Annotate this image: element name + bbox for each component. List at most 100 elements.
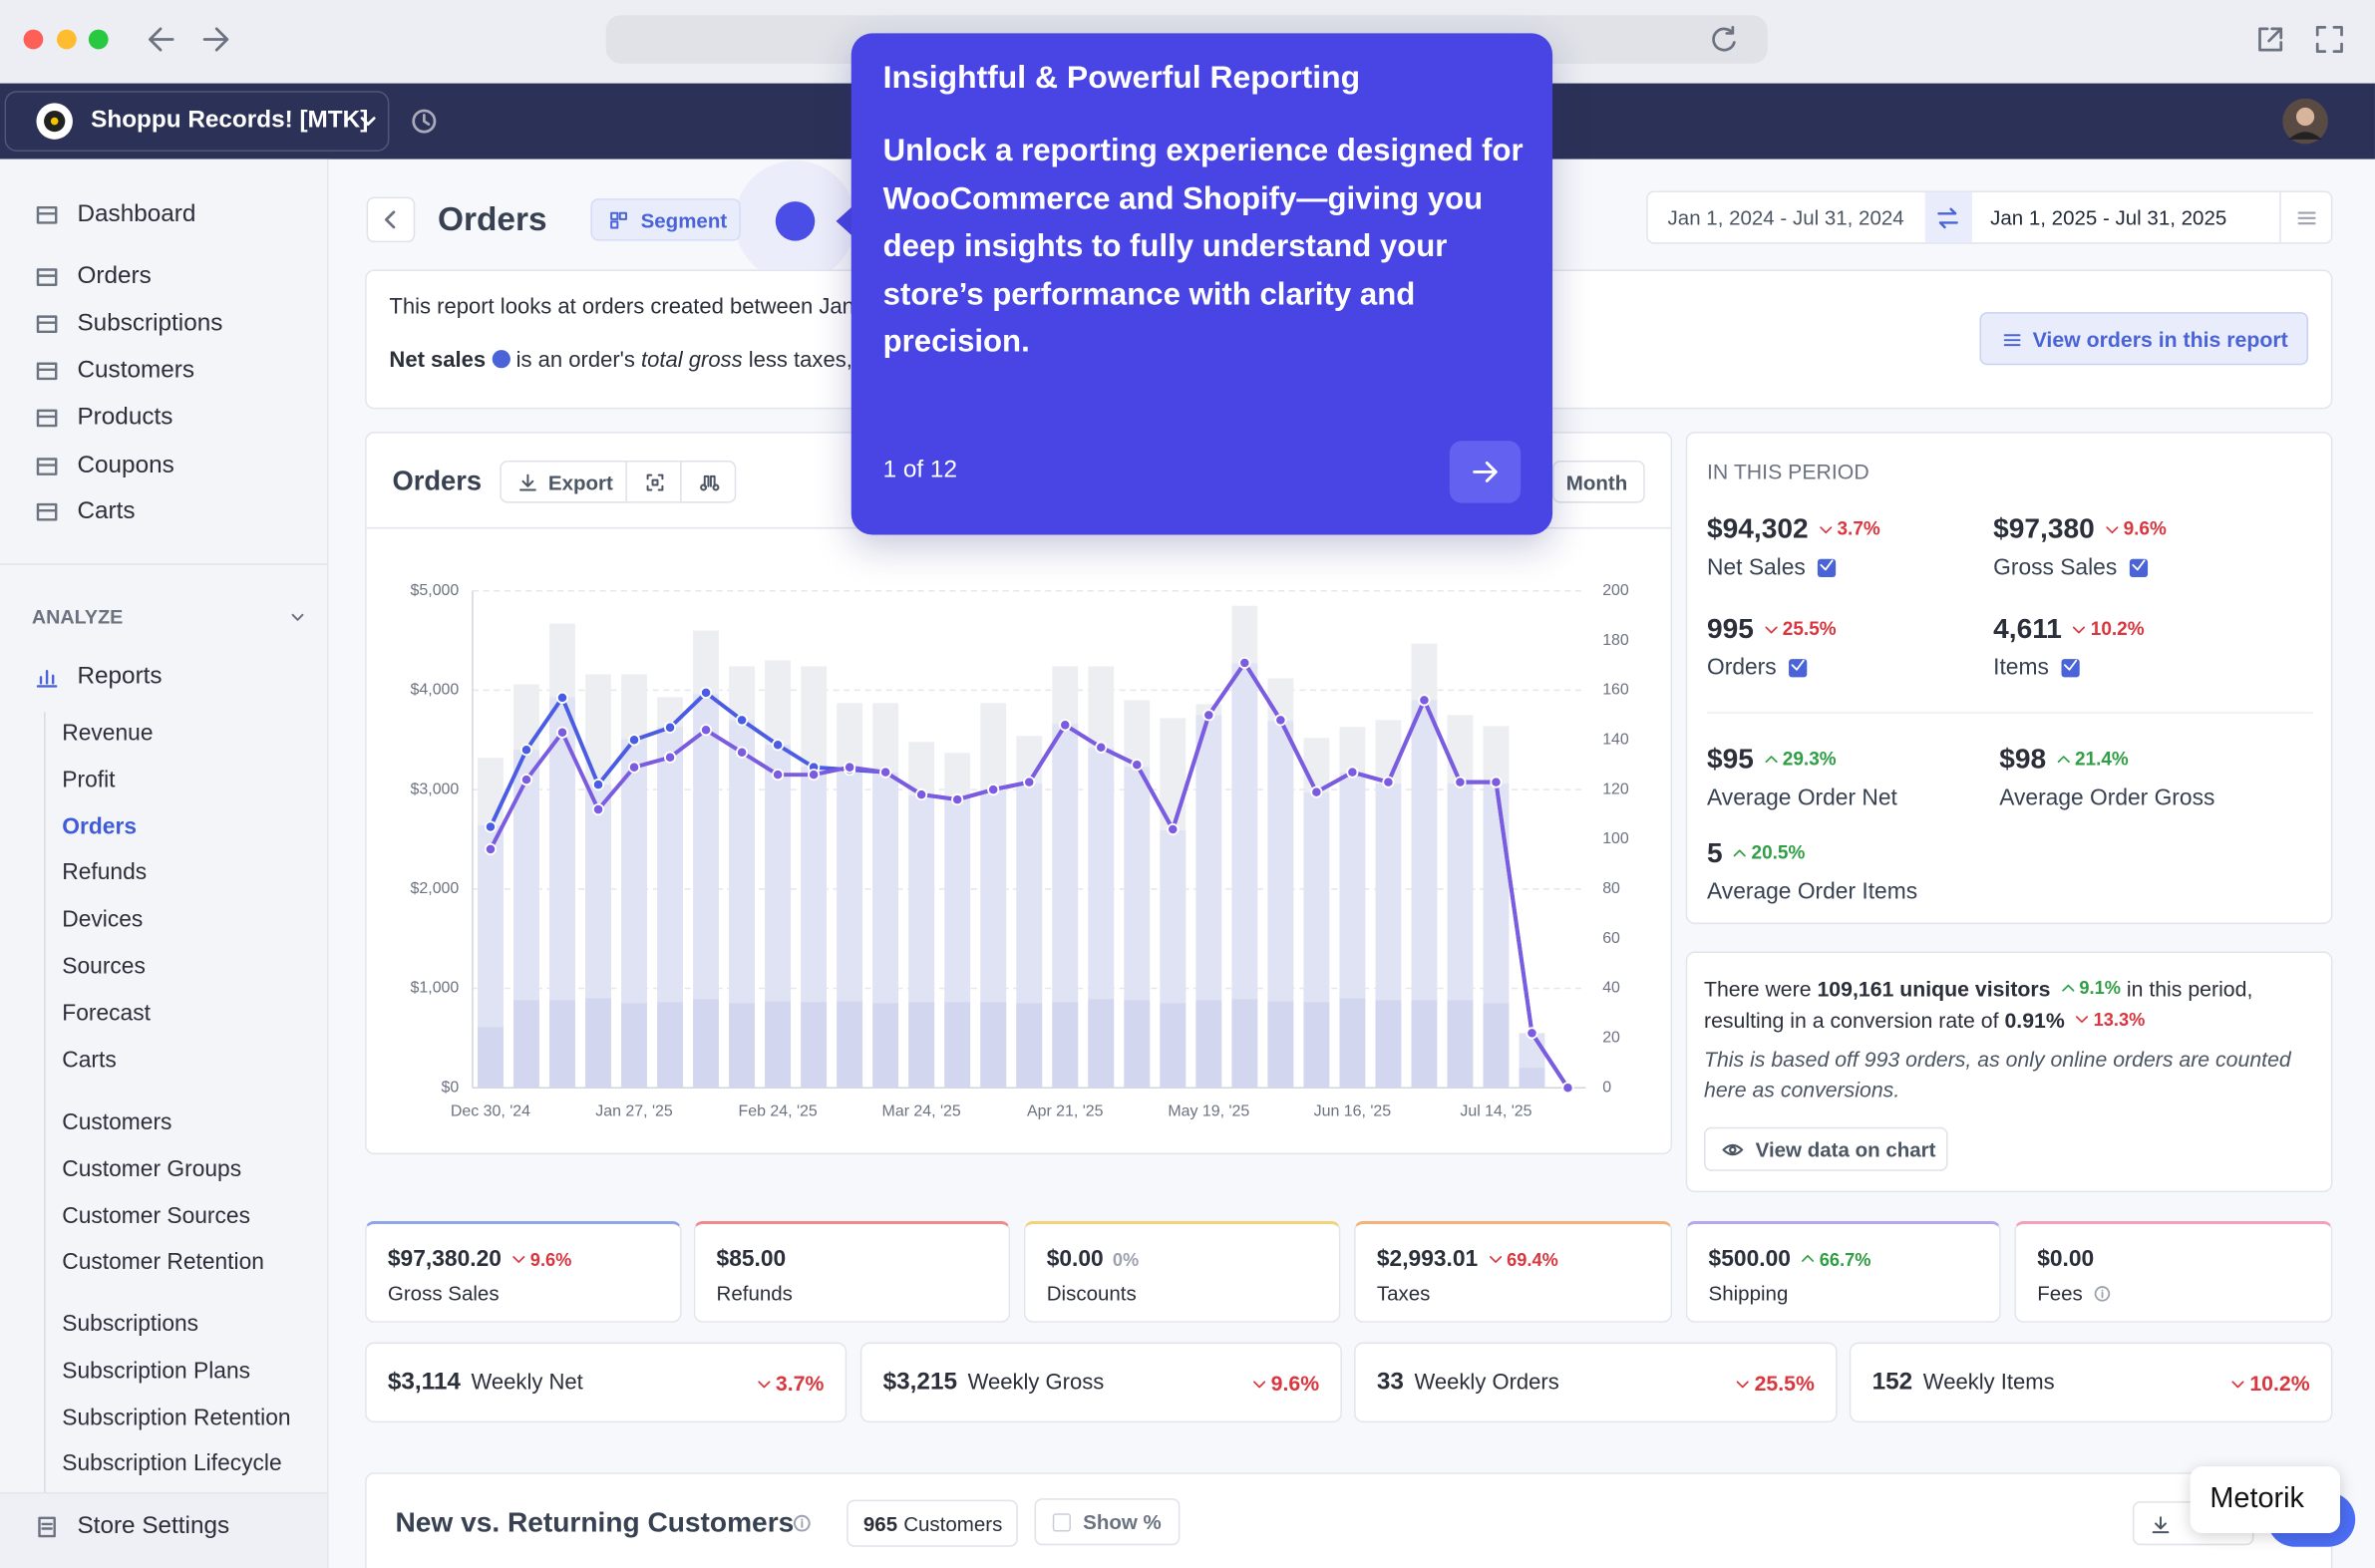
nav-link[interactable]: Subscription Lifecycle	[62, 1450, 282, 1477]
bar	[1267, 1001, 1294, 1089]
line-point	[1023, 776, 1036, 788]
nav-link[interactable]: Store Settings	[77, 1513, 230, 1540]
tour-pointer	[836, 205, 853, 237]
view-orders-button[interactable]: View orders in this report	[1979, 312, 2309, 366]
bar	[1052, 1002, 1079, 1089]
screenshot-button[interactable]	[625, 461, 682, 503]
view-on-chart-button[interactable]: View data on chart	[1703, 1126, 1948, 1171]
section-chevron	[291, 613, 304, 621]
bar	[765, 1001, 792, 1089]
bar	[908, 1002, 935, 1089]
settings-icon	[38, 1516, 56, 1538]
trend-down-icon	[2231, 1380, 2244, 1388]
y2-tick-label: 160	[1602, 682, 1629, 699]
check-mark	[1820, 559, 1834, 571]
y-tick-label: $1,000	[411, 980, 460, 997]
total-card: $85.00 Refunds	[693, 1220, 1011, 1323]
weekly-change: 3.7%	[747, 1371, 824, 1396]
stat-label: Average Order Net	[1707, 784, 1897, 811]
forward-button[interactable]	[198, 21, 234, 57]
segment-button[interactable]: Segment	[590, 198, 741, 241]
nav-link[interactable]: Customer Groups	[62, 1156, 242, 1182]
period-button[interactable]: Month	[1552, 461, 1645, 503]
nav-link[interactable]: Revenue	[62, 720, 154, 747]
weekly-row: $3,114 Weekly Net	[388, 1370, 583, 1397]
nav-icon	[36, 409, 58, 428]
segment-icon	[610, 211, 627, 229]
history-icon[interactable]	[411, 108, 438, 135]
y-tick-label: $0	[442, 1079, 460, 1096]
trend-up-icon	[1765, 755, 1778, 763]
total-label: Taxes	[1376, 1282, 1431, 1306]
bar	[621, 1003, 647, 1089]
line-point	[1167, 822, 1180, 836]
stat-value: 5	[1707, 835, 1723, 868]
intro-text: less taxes,	[742, 348, 852, 373]
nav-link[interactable]: Forecast	[62, 1000, 151, 1027]
avatar[interactable]	[2282, 98, 2328, 145]
button-label: Export	[547, 471, 613, 495]
trend-down-icon	[2073, 625, 2086, 633]
nav-link[interactable]: Customer Retention	[62, 1249, 264, 1276]
nav-link[interactable]: Carts	[62, 1047, 117, 1074]
date-compare[interactable]: Jan 1, 2024 - Jul 31, 2024	[1667, 206, 1904, 230]
line-point	[1526, 1027, 1538, 1040]
stat-label-row: Average Order Gross	[1999, 784, 2214, 811]
segment-label: Segment	[640, 209, 728, 233]
y-tick-label: $3,000	[411, 781, 460, 797]
nav-link[interactable]: Carts	[77, 498, 136, 524]
store-switcher[interactable]	[4, 91, 390, 152]
nav-link[interactable]: Customer Sources	[62, 1202, 250, 1229]
nav-link[interactable]: Customers	[77, 357, 194, 384]
weekly-change: 9.6%	[1242, 1371, 1320, 1396]
share-button[interactable]	[2253, 23, 2286, 56]
show-percent-toggle[interactable]: Show %	[1034, 1498, 1181, 1546]
stat-label-row: Items	[1993, 655, 2080, 682]
store-name[interactable]: Shoppu Records! [MTK]	[91, 107, 369, 134]
customers-pill-text: 965 Customers	[863, 1513, 1002, 1536]
weekly-change: 10.2%	[2220, 1371, 2310, 1396]
nav-link[interactable]: Subscriptions	[62, 1311, 199, 1338]
nav-link[interactable]: Subscriptions	[77, 310, 223, 337]
reload-button[interactable]	[1709, 24, 1739, 54]
swap-button[interactable]	[1924, 192, 1972, 243]
trend-up-icon	[2061, 983, 2075, 991]
nav-link-active[interactable]: Orders	[62, 813, 138, 840]
bar	[1483, 1003, 1510, 1089]
total-label: Gross Sales	[387, 1282, 500, 1306]
nav-link[interactable]: Dashboard	[77, 201, 196, 227]
nav-link[interactable]: Products	[77, 404, 173, 431]
nav-link[interactable]: Sources	[62, 953, 146, 980]
bar	[1160, 1003, 1187, 1089]
stat-value-row: 4,611 10.2%	[1993, 612, 2145, 645]
change-badge: 13.3%	[2074, 1004, 2145, 1034]
tour-dot[interactable]	[775, 201, 816, 241]
export-button[interactable]: Export	[500, 461, 627, 503]
change-value: 9.6%	[1270, 1371, 1320, 1396]
nav-link[interactable]: Subscription Retention	[62, 1404, 291, 1430]
back-button[interactable]	[143, 21, 178, 57]
tour-title: Insightful & Powerful Reporting	[882, 60, 1361, 96]
chart-title: Orders	[392, 466, 483, 496]
back-button[interactable]	[366, 196, 416, 243]
nav-link[interactable]: Orders	[77, 263, 152, 290]
nav-link[interactable]: Coupons	[77, 453, 174, 479]
nav-link[interactable]: Profit	[62, 767, 116, 793]
nav-link[interactable]: Subscription Plans	[62, 1358, 251, 1385]
nav-link[interactable]: Reports	[77, 663, 163, 690]
explore-button[interactable]	[680, 461, 737, 503]
nav-link[interactable]: Customers	[62, 1109, 172, 1136]
nav-link[interactable]: Refunds	[62, 860, 148, 886]
nav-link[interactable]: Devices	[62, 906, 144, 933]
download-icon	[519, 473, 536, 491]
tour-next-button[interactable]	[1449, 441, 1522, 503]
fullscreen-button[interactable]	[2313, 23, 2346, 56]
line-point	[627, 761, 641, 774]
line-point	[1238, 656, 1251, 670]
line-point	[1490, 776, 1503, 788]
line-point	[699, 686, 713, 699]
eye-icon	[1722, 1143, 1744, 1156]
date-current[interactable]: Jan 1, 2025 - Jul 31, 2025	[1990, 206, 2227, 230]
